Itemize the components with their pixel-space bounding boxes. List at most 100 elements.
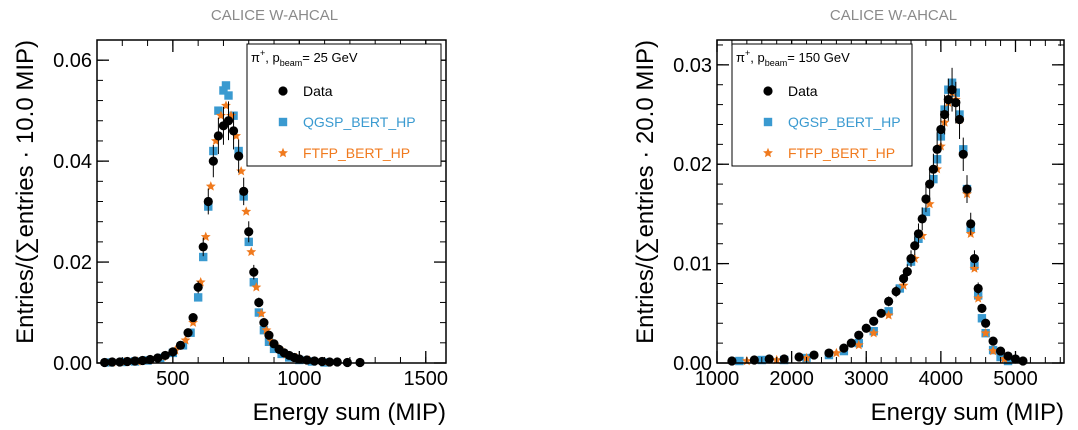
- data-point: [988, 336, 998, 346]
- series-circle: [99, 101, 365, 368]
- data-point: [936, 124, 946, 135]
- plot-left-25-gev: CALICE W-AHCAL 0.00 0.02 0.04 0.06 500 1000 150…: [12, 7, 448, 426]
- beam-label: π+, pbeam= 25 GeV: [251, 48, 358, 68]
- legend: π+, pbeam= 150 GeV Data QGSP_BERT_HP FTFP_B…: [731, 43, 913, 167]
- data-point: [249, 267, 259, 277]
- data-point: [947, 85, 957, 95]
- data-point: [236, 166, 247, 176]
- legend-label: Data: [788, 83, 818, 99]
- data-point: [913, 229, 924, 239]
- data-point: [921, 194, 931, 204]
- legend-label: QGSP_BERT_HP: [303, 114, 416, 130]
- data-point: [200, 231, 211, 242]
- data-point: [951, 98, 961, 108]
- data-point: [973, 283, 983, 294]
- beam-label: π+, pbeam= 150 GeV: [736, 48, 850, 68]
- legend-marker-square: [278, 117, 288, 127]
- data-point: [973, 293, 984, 303]
- data-point: [228, 126, 239, 136]
- beam-subscript: beam: [765, 58, 788, 68]
- data-point: [1003, 356, 1013, 366]
- data-point: [854, 330, 864, 340]
- data-point: [214, 106, 223, 115]
- x-tick-label: 5000: [993, 368, 1038, 390]
- data-point: [208, 156, 218, 166]
- data-point: [831, 347, 842, 358]
- data-point: [954, 114, 965, 125]
- beam-charge: +: [260, 48, 265, 58]
- data-point: [251, 282, 262, 292]
- data-point: [884, 296, 894, 306]
- data-point: [925, 179, 935, 189]
- data-point: [264, 337, 274, 347]
- legend-box: [731, 43, 913, 167]
- legend-label: QGSP_BERT_HP: [788, 114, 901, 130]
- y-tick-label: 0.02: [673, 154, 712, 176]
- data-point: [764, 354, 774, 364]
- data-point: [224, 91, 233, 100]
- data-point: [239, 186, 249, 197]
- data-point: [153, 353, 163, 363]
- data-point: [107, 357, 117, 367]
- data-point: [902, 266, 912, 277]
- data-point: [244, 227, 254, 237]
- data-point: [809, 350, 819, 360]
- data-point: [924, 198, 935, 209]
- data-point: [221, 81, 231, 90]
- data-point: [824, 348, 834, 358]
- data-point: [241, 206, 252, 216]
- data-point: [183, 328, 193, 338]
- x-tick-label: 4000: [919, 368, 964, 390]
- y-tick-label: 0.04: [53, 151, 92, 173]
- data-point: [891, 286, 901, 297]
- x-tick-label: 2000: [769, 368, 814, 390]
- legend-marker-circle: [278, 86, 288, 96]
- data-point: [1003, 351, 1013, 361]
- data-point: [980, 327, 991, 338]
- y-tick-label: 0.00: [53, 353, 92, 375]
- data-point: [1018, 356, 1028, 366]
- data-point: [735, 356, 744, 366]
- data-point: [969, 263, 980, 273]
- data-point: [966, 219, 976, 229]
- data-point: [259, 318, 269, 328]
- data-point: [981, 318, 991, 328]
- data-point: [219, 86, 228, 95]
- beam-subscript: beam: [280, 58, 303, 68]
- data-point: [839, 343, 849, 353]
- data-point: [122, 356, 132, 367]
- x-axis-label: Energy sum (MIP): [253, 399, 446, 426]
- beam-p: , p: [750, 50, 764, 65]
- y-axis-label: Entries/(∑entries · 20.0 MIP): [632, 40, 659, 344]
- beam-particle: π: [251, 50, 260, 65]
- data-point: [943, 95, 953, 105]
- x-axis-label: Energy sum (MIP): [871, 399, 1064, 426]
- y-tick-label: 0.01: [673, 254, 712, 276]
- data-point: [977, 314, 987, 323]
- data-point: [223, 116, 234, 126]
- beam-p: , p: [265, 50, 279, 65]
- data-point: [325, 357, 335, 367]
- data-point: [876, 308, 886, 318]
- beam-particle: π: [736, 50, 745, 65]
- plot-right-150-gev: CALICE W-AHCAL 0.00 0.01 0.02 0.03 1000 2000 30…: [632, 7, 1065, 426]
- data-point: [910, 241, 920, 251]
- y-axis-label: Entries/(∑entries · 10.0 MIP): [12, 40, 39, 344]
- x-tick-label: 500: [156, 368, 189, 390]
- data-point: [794, 352, 804, 362]
- legend-label: FTFP_BERT_HP: [788, 145, 895, 161]
- data-point: [254, 297, 264, 308]
- data-point: [932, 144, 942, 154]
- data-point: [868, 327, 879, 338]
- beam-energy: = 150 GeV: [787, 50, 850, 65]
- x-tick-label: 3000: [844, 368, 889, 390]
- data-point: [962, 184, 972, 194]
- data-point: [249, 278, 258, 287]
- y-tick-label: 0.00: [673, 353, 712, 375]
- data-point: [175, 340, 186, 350]
- data-point: [928, 164, 939, 174]
- y-tick-label: 0.06: [53, 50, 92, 72]
- data-point: [256, 308, 267, 318]
- legend-marker-square: [763, 117, 773, 127]
- legend-marker-star: [278, 147, 288, 158]
